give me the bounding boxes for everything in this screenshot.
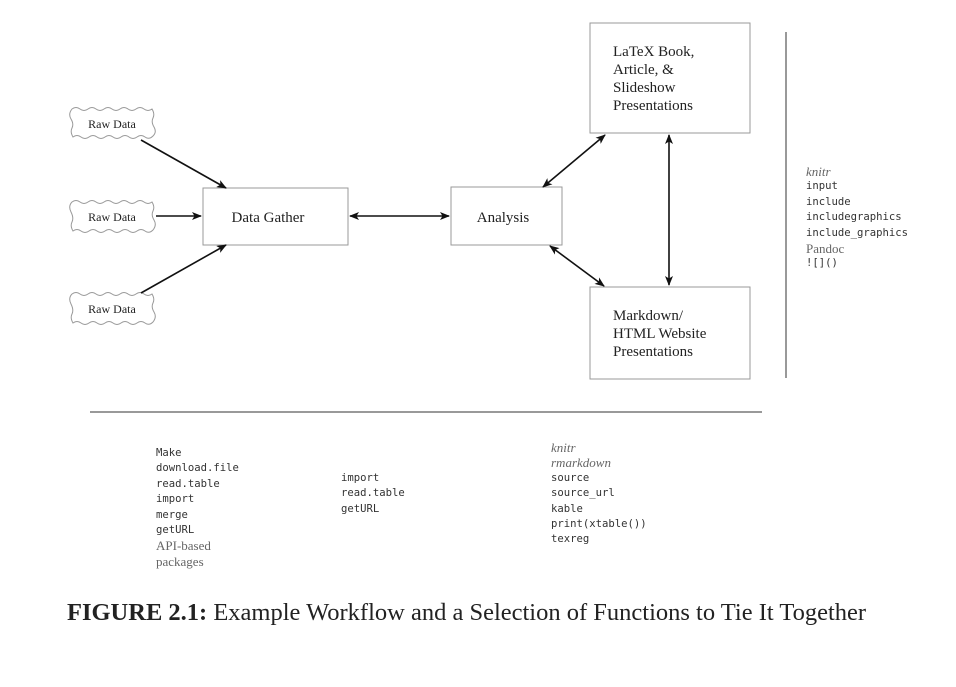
function-item: knitr bbox=[806, 164, 831, 179]
latex-output-node: LaTeX Book, Article, & Slideshow Present… bbox=[589, 22, 751, 134]
arrow-raw1-to-gather bbox=[140, 139, 227, 189]
analysis-functions-list: import read.table getURL bbox=[341, 471, 405, 517]
arrow-raw3-to-gather bbox=[140, 244, 227, 294]
function-item: include_graphics bbox=[806, 226, 909, 239]
raw-data-label: Raw Data bbox=[88, 210, 136, 224]
function-item: getURL bbox=[341, 502, 380, 515]
arrow-analysis-markdown bbox=[549, 245, 605, 287]
markdown-label-line: Presentations bbox=[613, 344, 693, 360]
function-item: includegraphics bbox=[806, 211, 902, 224]
analysis-label: Analysis bbox=[477, 210, 530, 226]
function-item: rmarkdown bbox=[551, 455, 611, 471]
function-item: print(xtable()) bbox=[551, 518, 647, 531]
function-item: read.table bbox=[156, 477, 220, 490]
workflow-diagram: Raw Data Raw Data Raw Data Data Gather A… bbox=[69, 22, 787, 413]
function-item: Pandoc bbox=[806, 241, 845, 257]
raw-data-node-3: Raw Data bbox=[69, 292, 156, 325]
function-item: include bbox=[806, 195, 851, 208]
function-item: source bbox=[551, 471, 590, 484]
latex-label-line: LaTeX Book, bbox=[613, 44, 694, 60]
presentation-tools-list: knitr input include includegraphics include_… bbox=[806, 164, 954, 272]
raw-data-node-2: Raw Data bbox=[69, 200, 156, 233]
function-item: import bbox=[156, 493, 195, 506]
function-item: ![]() bbox=[806, 257, 838, 270]
function-item: Make bbox=[156, 447, 182, 459]
raw-data-node-1: Raw Data bbox=[69, 107, 156, 139]
function-item: kable bbox=[551, 502, 583, 515]
function-item: packages bbox=[156, 553, 204, 569]
analysis-node: Analysis bbox=[450, 186, 563, 246]
raw-data-label: Raw Data bbox=[88, 117, 136, 131]
markdown-output-node: Markdown/ HTML Website Presentations bbox=[589, 286, 751, 380]
function-item: merge bbox=[156, 508, 188, 521]
markdown-label-line: HTML Website bbox=[613, 326, 707, 342]
function-item: getURL bbox=[156, 524, 195, 537]
latex-label-line: Presentations bbox=[613, 98, 693, 114]
caption-label: FIGURE 2.1: bbox=[67, 599, 208, 626]
arrow-analysis-latex bbox=[542, 134, 606, 188]
figure-caption: FIGURE 2.1: Example Workflow and a Selec… bbox=[67, 598, 917, 628]
function-item: input bbox=[806, 180, 838, 193]
function-item: download.file bbox=[156, 462, 239, 475]
function-item: API-based bbox=[156, 538, 211, 554]
markdown-label-line: Markdown/ bbox=[613, 308, 684, 324]
function-item: texreg bbox=[551, 533, 590, 546]
raw-data-label: Raw Data bbox=[88, 302, 136, 316]
latex-label-line: Article, & bbox=[613, 62, 674, 78]
function-item: source_url bbox=[551, 487, 615, 500]
function-item: knitr bbox=[551, 440, 576, 455]
caption-text: Example Workflow and a Selection of Func… bbox=[207, 599, 867, 626]
latex-label-line: Slideshow bbox=[613, 80, 676, 96]
gather-functions-list: Make download.file read.table import merge ge… bbox=[156, 446, 239, 569]
function-item: read.table bbox=[341, 487, 405, 500]
function-item: import bbox=[341, 472, 380, 484]
data-gather-label: Data Gather bbox=[232, 210, 305, 226]
data-gather-node: Data Gather bbox=[202, 187, 349, 246]
